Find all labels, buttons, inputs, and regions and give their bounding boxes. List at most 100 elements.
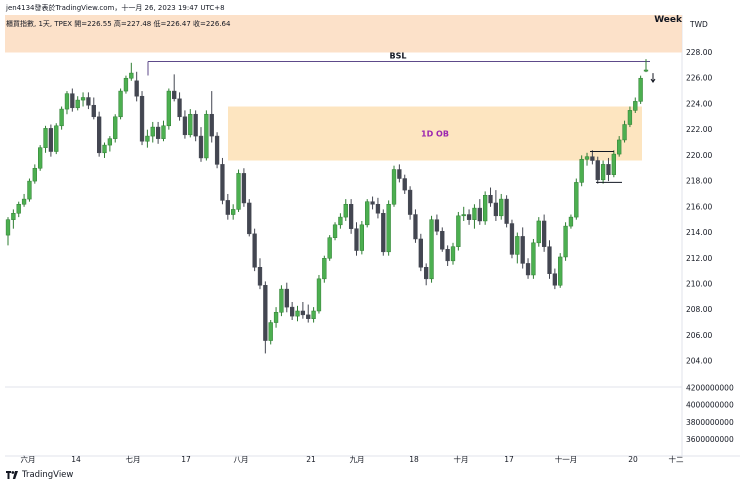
- time-tick-label: 十月: [454, 454, 469, 464]
- candle: [48, 124, 54, 157]
- candle: [547, 240, 552, 279]
- candle: [134, 71, 139, 102]
- candle-body: [155, 126, 161, 139]
- candle: [16, 201, 21, 218]
- candle-body: [643, 69, 649, 72]
- candle: [161, 120, 166, 142]
- candle: [155, 121, 161, 144]
- candle: [568, 214, 574, 229]
- candle-body: [11, 213, 16, 220]
- candle-body: [75, 99, 80, 109]
- candle-body: [150, 126, 155, 137]
- candle-body: [359, 224, 364, 251]
- candle: [290, 301, 295, 320]
- candle: [43, 125, 48, 153]
- candle-body: [279, 288, 284, 313]
- candle-body: [113, 116, 118, 139]
- candle-body: [606, 164, 611, 175]
- candle: [64, 91, 70, 115]
- candle-body: [348, 203, 354, 229]
- candle-body: [306, 314, 311, 319]
- candle: [54, 123, 59, 155]
- candle: [166, 88, 171, 130]
- candle: [600, 160, 606, 184]
- candle-body: [407, 189, 413, 215]
- candle: [633, 97, 638, 113]
- candle: [595, 156, 600, 184]
- candle: [354, 222, 359, 256]
- candle-body: [32, 167, 37, 182]
- bsl-label: BSL: [390, 52, 407, 61]
- candle: [611, 150, 616, 178]
- price-tick-label: 228.00: [686, 48, 712, 57]
- candle: [520, 227, 525, 269]
- candle-body: [563, 225, 568, 258]
- candle-body: [627, 110, 633, 125]
- candle-body: [354, 228, 359, 251]
- candle-body: [198, 135, 204, 159]
- candle: [86, 92, 91, 110]
- arrow-down-icon: [650, 73, 656, 83]
- candle-body: [247, 202, 252, 235]
- candle: [536, 217, 541, 247]
- candle-body: [145, 135, 150, 142]
- candle-body: [161, 125, 166, 139]
- order-block-zone: [228, 106, 642, 161]
- candle-body: [177, 98, 182, 118]
- candle-body: [129, 72, 134, 79]
- candle: [477, 199, 482, 225]
- candle-body: [225, 200, 230, 215]
- weekly-zone: [5, 15, 682, 53]
- price-tick-label: 210.00: [686, 279, 712, 288]
- bsl-line: BSL: [147, 52, 650, 76]
- candle: [172, 74, 177, 102]
- candle-body: [434, 219, 440, 232]
- candle: [370, 196, 375, 210]
- candle: [225, 193, 230, 220]
- candle-body: [429, 219, 434, 280]
- candle-body: [568, 216, 574, 227]
- candle: [541, 214, 547, 252]
- candle: [445, 245, 450, 266]
- candle-body: [322, 258, 327, 280]
- price-tick-label: 218.00: [686, 177, 712, 186]
- candle-body: [365, 201, 370, 226]
- candle-body: [311, 310, 316, 319]
- candle: [193, 110, 198, 142]
- candle: [397, 164, 402, 183]
- candle-body: [48, 128, 54, 152]
- candle-body: [300, 310, 306, 316]
- candle: [188, 109, 193, 138]
- candle: [391, 165, 397, 207]
- candle: [338, 213, 343, 229]
- candle-body: [295, 310, 300, 317]
- candle: [198, 127, 204, 162]
- candle: [617, 136, 622, 157]
- candle-body: [96, 116, 102, 154]
- price-grid: [5, 15, 740, 457]
- candle: [472, 204, 477, 229]
- tradingview-brand[interactable]: TradingView: [6, 470, 73, 480]
- candle: [381, 209, 386, 256]
- candle: [113, 114, 118, 143]
- candle-body: [273, 312, 279, 323]
- price-tick-label: 206.00: [686, 331, 712, 340]
- time-tick-label: 20: [628, 455, 638, 464]
- candle-body: [622, 124, 627, 141]
- candle-body: [381, 213, 386, 253]
- candle-body: [343, 203, 348, 218]
- candle-body: [525, 263, 531, 276]
- volume-tick-label: 4000000000: [686, 401, 734, 410]
- candle-body: [456, 215, 461, 247]
- time-tick-label: 14: [71, 455, 81, 464]
- candle-body: [413, 214, 418, 240]
- candle: [440, 227, 445, 252]
- candle-body: [257, 267, 263, 286]
- candle-body: [552, 273, 558, 286]
- candle: [316, 274, 322, 314]
- candle-body: [204, 113, 209, 159]
- candle-body: [118, 90, 123, 118]
- candle-body: [134, 80, 139, 97]
- price-tick-label: 224.00: [686, 99, 712, 108]
